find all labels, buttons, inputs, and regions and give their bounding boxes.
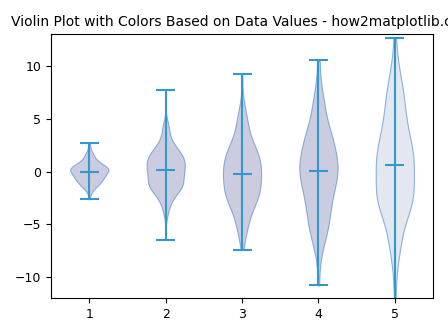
Title: Violin Plot with Colors Based on Data Values - how2matplotlib.com: Violin Plot with Colors Based on Data Va… [11, 15, 448, 29]
